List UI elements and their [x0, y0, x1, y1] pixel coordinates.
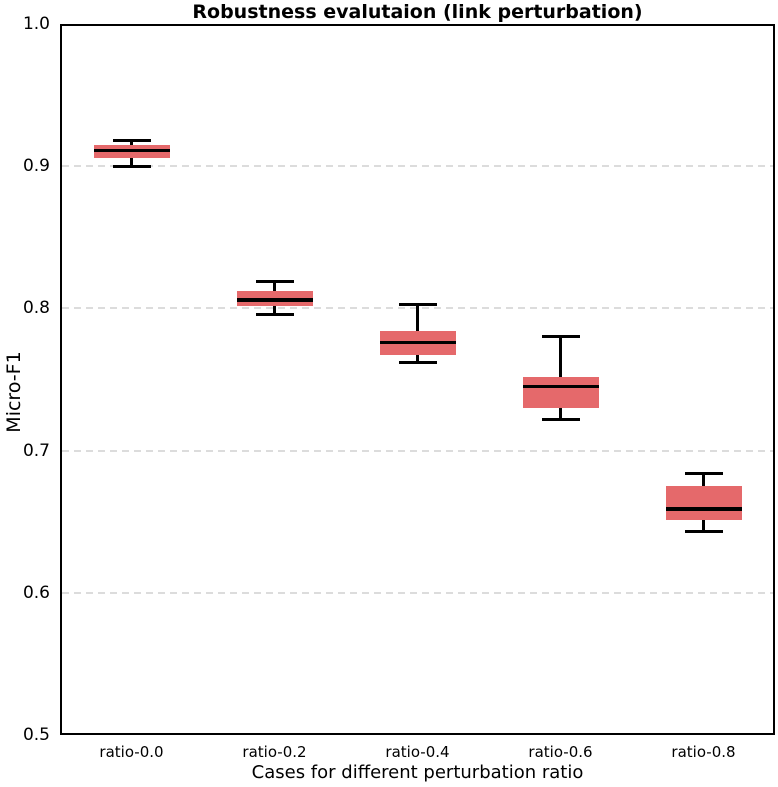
x-tick-label: ratio-0.0 — [99, 743, 164, 761]
whisker-cap — [255, 279, 294, 283]
y-tick-label: 0.6 — [22, 582, 50, 603]
plot-area — [60, 24, 775, 735]
whisker-line — [273, 281, 276, 292]
whisker-line — [559, 407, 562, 420]
box — [665, 486, 742, 521]
y-tick-label: 1.0 — [22, 14, 50, 34]
whisker-line — [416, 304, 419, 332]
whisker-cap — [684, 471, 723, 475]
whisker-line — [702, 520, 705, 532]
whisker-cap — [541, 417, 580, 421]
x-axis-label: Cases for different perturbation ratio — [251, 762, 584, 783]
median-line — [665, 507, 742, 511]
whisker-cap — [398, 302, 437, 306]
gridline — [62, 591, 773, 594]
box — [522, 376, 599, 408]
x-tick-label: ratio-0.4 — [385, 743, 450, 761]
chart-title: Robustness evalutaion (link perturbation… — [192, 1, 643, 23]
whisker-line — [273, 305, 276, 315]
y-tick-label: 0.8 — [22, 298, 50, 319]
median-line — [236, 298, 313, 302]
gridline — [62, 165, 773, 168]
median-line — [379, 340, 456, 345]
whisker-cap — [398, 360, 437, 364]
median-line — [522, 384, 599, 389]
whisker-cap — [541, 335, 580, 339]
y-tick-label: 0.9 — [22, 156, 50, 177]
whisker-line — [702, 473, 705, 487]
y-tick-label: 0.7 — [22, 440, 50, 461]
whisker-line — [559, 336, 562, 377]
whisker-cap — [684, 530, 723, 534]
x-tick-label: ratio-0.6 — [528, 743, 593, 761]
x-tick-label: ratio-0.2 — [242, 743, 307, 761]
whisker-line — [130, 140, 133, 145]
y-tick-label: 0.5 — [22, 725, 50, 745]
whisker-cap — [112, 164, 151, 168]
median-line — [93, 148, 170, 153]
whisker-line — [130, 157, 133, 167]
whisker-line — [416, 355, 419, 363]
gridline — [62, 449, 773, 452]
y-axis-label: Micro-F1 — [3, 351, 25, 433]
whisker-cap — [112, 139, 151, 143]
x-tick-label: ratio-0.8 — [671, 743, 736, 761]
whisker-cap — [255, 312, 294, 316]
